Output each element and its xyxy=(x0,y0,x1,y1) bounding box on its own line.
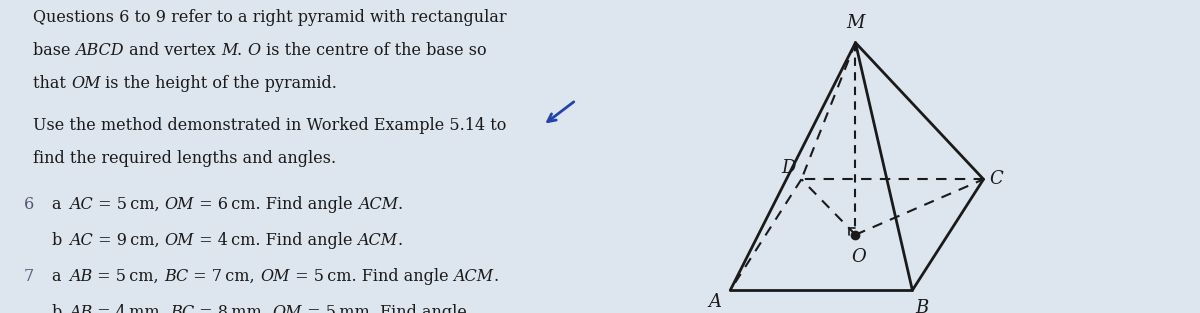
Text: = 4 cm. Find angle: = 4 cm. Find angle xyxy=(194,232,358,249)
Text: ABCD: ABCD xyxy=(76,42,125,59)
Text: AB: AB xyxy=(70,304,92,313)
Text: 7: 7 xyxy=(24,268,35,285)
Text: .: . xyxy=(238,42,247,59)
Text: OM: OM xyxy=(272,304,302,313)
Text: = 5 cm,: = 5 cm, xyxy=(92,268,164,285)
Text: AB: AB xyxy=(70,268,92,285)
Text: OM: OM xyxy=(164,196,194,213)
Text: = 8 mm,: = 8 mm, xyxy=(194,304,272,313)
Text: M: M xyxy=(221,42,238,59)
Text: Questions 6 to 9 refer to a right pyramid with rectangular: Questions 6 to 9 refer to a right pyrami… xyxy=(34,9,506,26)
Text: b: b xyxy=(52,304,61,313)
Text: is the height of the pyramid.: is the height of the pyramid. xyxy=(101,75,337,92)
Text: B: B xyxy=(916,299,929,313)
Text: .: . xyxy=(398,196,403,213)
Text: b: b xyxy=(52,232,61,249)
Text: A: A xyxy=(709,294,721,311)
Text: base: base xyxy=(34,42,76,59)
Text: = 5 cm,: = 5 cm, xyxy=(92,196,164,213)
Text: a: a xyxy=(52,268,60,285)
Text: O: O xyxy=(851,248,866,266)
Text: BC: BC xyxy=(170,304,194,313)
Text: = 4 mm,: = 4 mm, xyxy=(92,304,170,313)
Text: = 5 cm. Find angle: = 5 cm. Find angle xyxy=(289,268,454,285)
Text: = 6 cm. Find angle: = 6 cm. Find angle xyxy=(194,196,358,213)
Text: .: . xyxy=(397,232,403,249)
Text: BC: BC xyxy=(164,268,188,285)
Text: .: . xyxy=(493,268,498,285)
Text: = 9 cm,: = 9 cm, xyxy=(92,232,164,249)
Text: 6: 6 xyxy=(24,196,35,213)
Text: C: C xyxy=(989,170,1003,188)
Text: is the centre of the base so: is the centre of the base so xyxy=(260,42,486,59)
Text: M: M xyxy=(846,14,865,32)
Text: = 7 cm,: = 7 cm, xyxy=(188,268,260,285)
Text: AC: AC xyxy=(70,232,92,249)
Text: a: a xyxy=(52,196,60,213)
Text: that: that xyxy=(34,75,71,92)
Text: OM: OM xyxy=(164,232,194,249)
Text: ACM: ACM xyxy=(358,196,398,213)
Text: Use the method demonstrated in Worked Example 5.14 to: Use the method demonstrated in Worked Ex… xyxy=(34,117,506,134)
Text: = 5 mm. Find angle: = 5 mm. Find angle xyxy=(302,304,467,313)
Text: ACM: ACM xyxy=(454,268,493,285)
Text: O: O xyxy=(247,42,260,59)
Text: AC: AC xyxy=(70,196,92,213)
Text: ACM: ACM xyxy=(358,232,397,249)
Text: find the required lengths and angles.: find the required lengths and angles. xyxy=(34,150,336,167)
Text: D: D xyxy=(781,159,796,177)
Text: OM: OM xyxy=(71,75,101,92)
Text: OM: OM xyxy=(260,268,289,285)
Text: and vertex: and vertex xyxy=(125,42,221,59)
